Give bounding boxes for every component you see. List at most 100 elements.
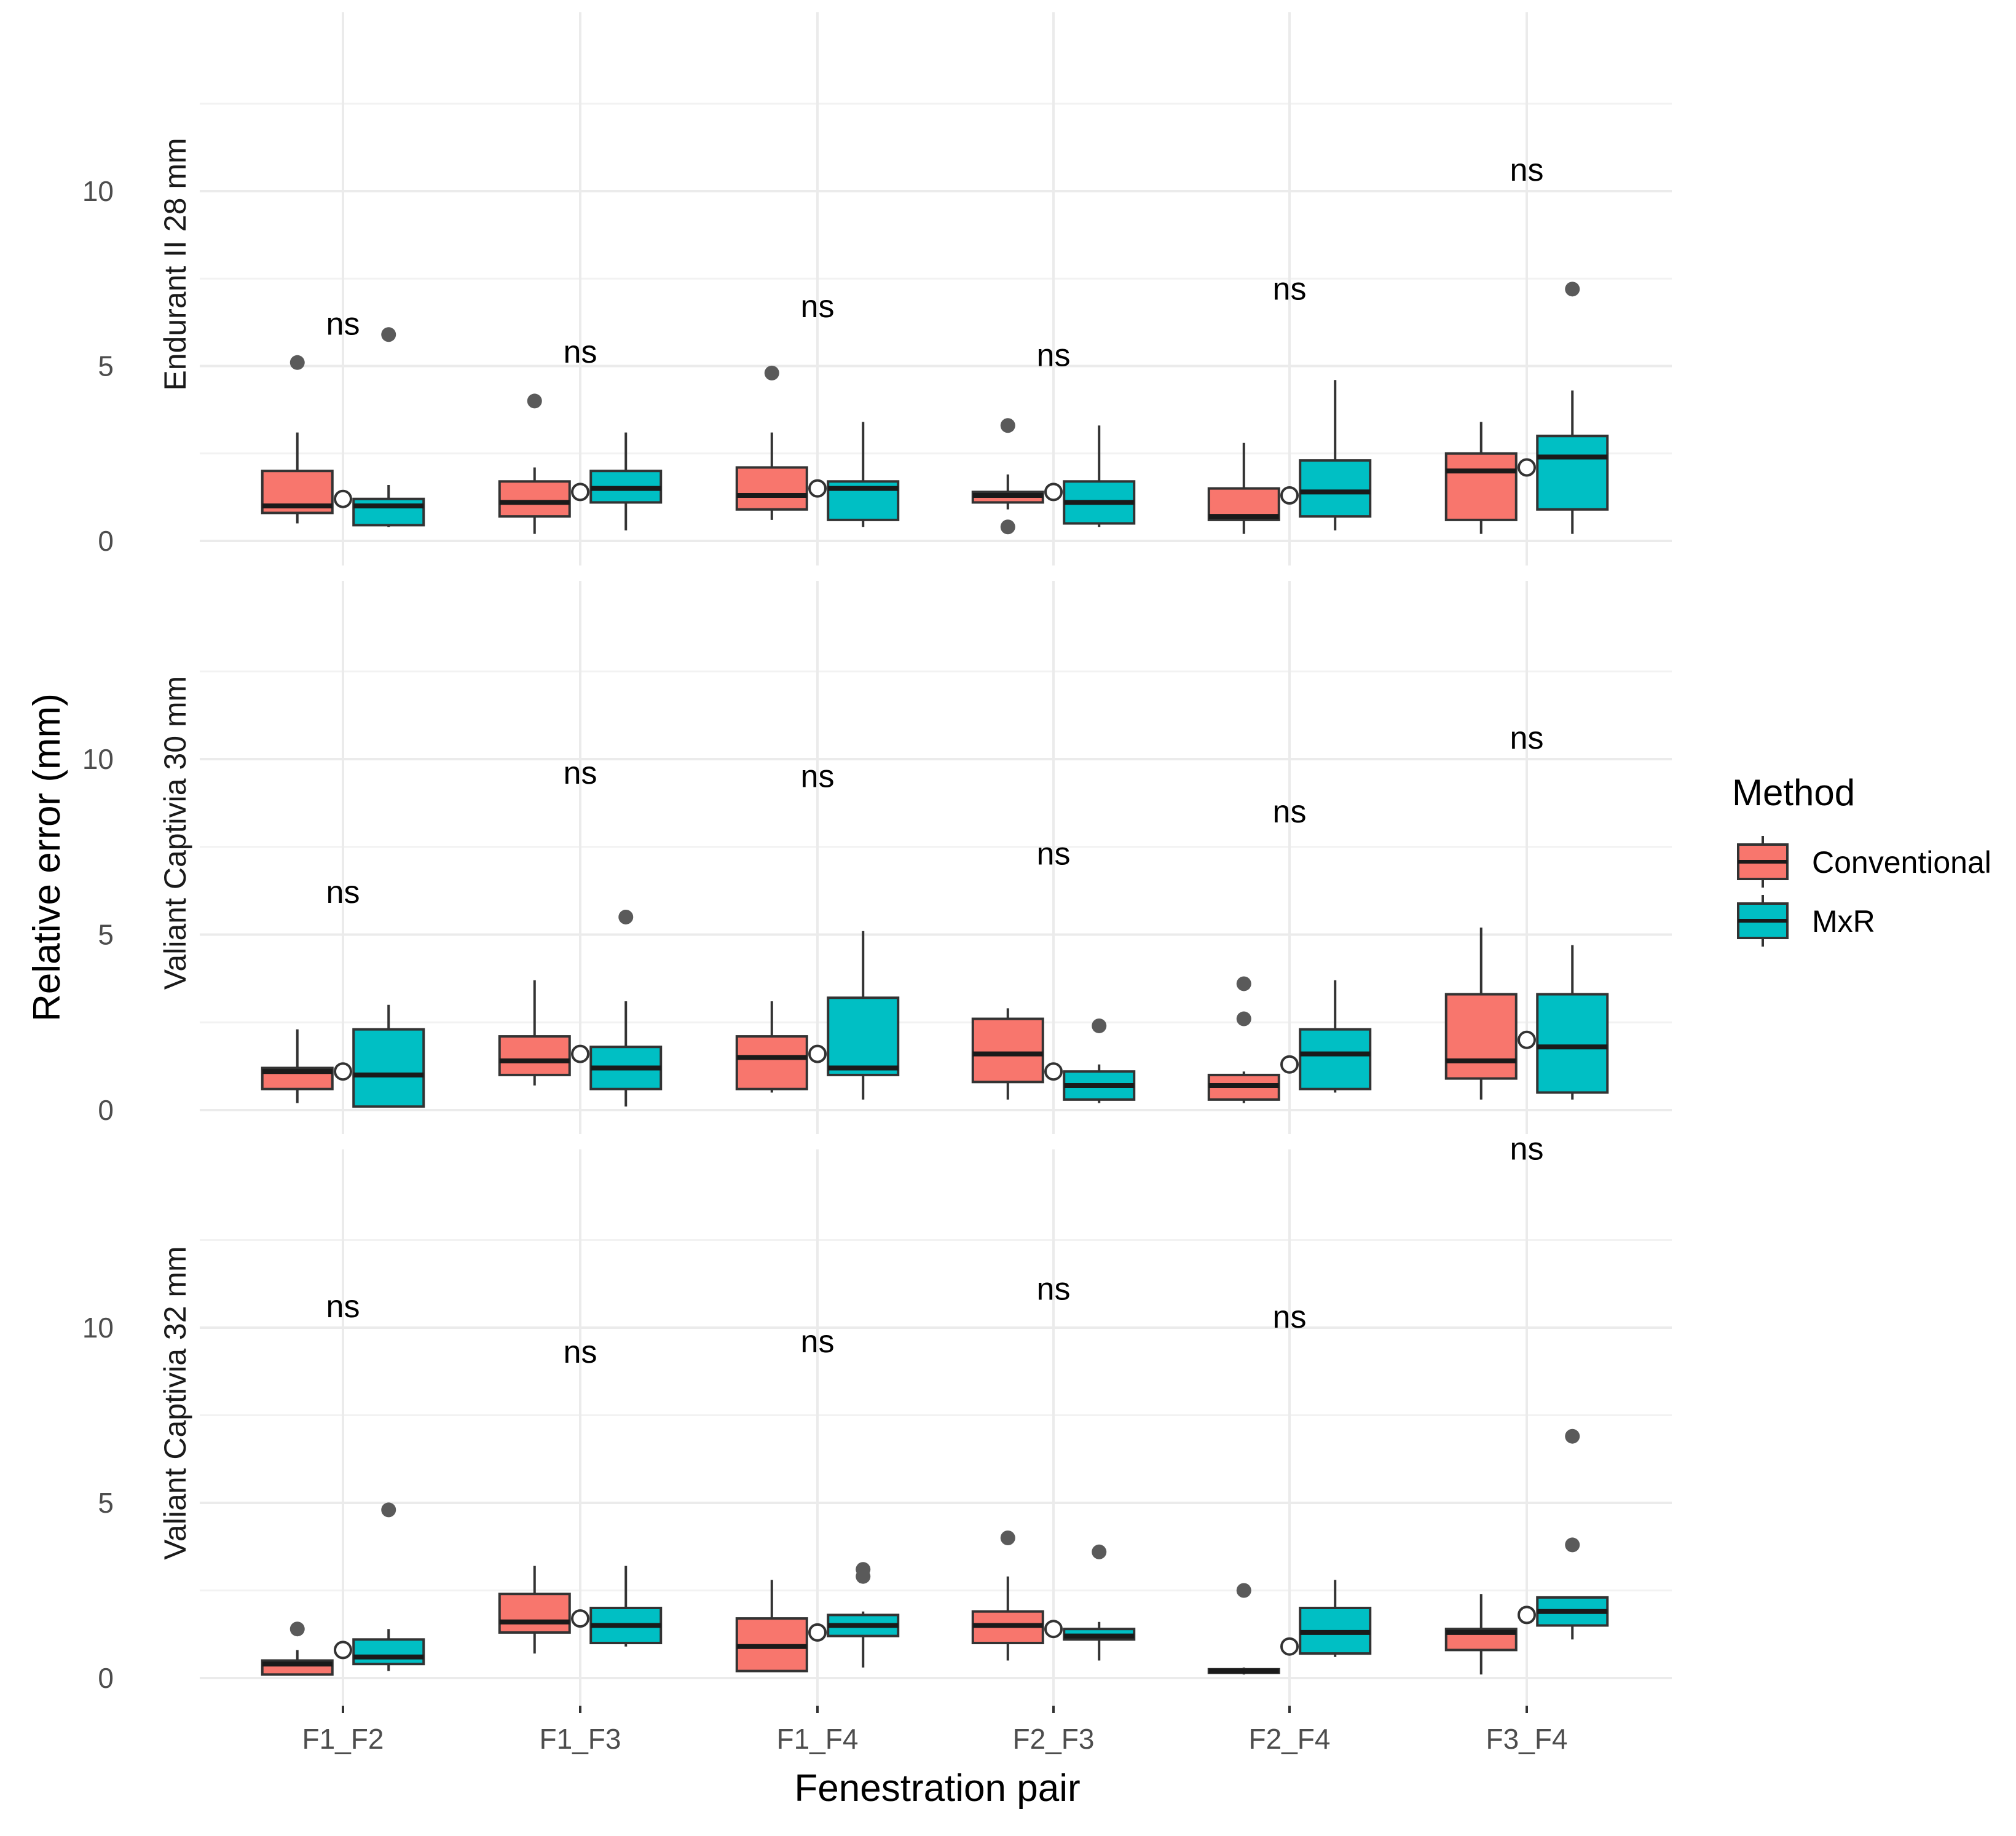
box xyxy=(1536,993,1609,1094)
y-tick-label: 10 xyxy=(82,175,114,207)
panel-1: 0 5 10 Endurant II 28 mm ns ns ns ns ns ns xyxy=(82,12,1672,565)
mean-point xyxy=(808,1623,827,1642)
group-F1_F4: ns xyxy=(735,289,900,527)
significance-label: ns xyxy=(1510,1131,1544,1167)
x-tick-label: F1_F3 xyxy=(540,1723,621,1755)
outlier-point xyxy=(1565,282,1580,297)
outlier-point xyxy=(1000,418,1015,433)
x-tick-labels: F1_F2 F1_F3 F1_F4 F2_F3 F2_F4 F3_F4 xyxy=(302,1706,1568,1755)
y-tick-label: 5 xyxy=(98,1487,114,1519)
mean-point xyxy=(1518,458,1536,477)
legend-entry-mxr: MxR xyxy=(1737,895,1875,947)
mean-point xyxy=(1044,1620,1063,1639)
mean-point xyxy=(1280,486,1299,505)
outlier-point xyxy=(1000,1531,1015,1545)
group-F1_F2: ns xyxy=(261,1289,425,1676)
group-F1_F4: ns xyxy=(735,1324,900,1672)
box-mxr xyxy=(1063,425,1136,527)
y-tick-label: 10 xyxy=(82,743,114,775)
group-F3_F4: ns xyxy=(1444,720,1609,1100)
y-tick-label: 10 xyxy=(82,1312,114,1344)
legend-title: Method xyxy=(1732,772,1855,813)
box xyxy=(1299,459,1372,518)
mean-point xyxy=(1044,483,1063,502)
box-mxr xyxy=(827,422,900,527)
legend: Method Conventional MxR xyxy=(1732,772,1991,947)
x-tick-label: F3_F4 xyxy=(1486,1723,1568,1755)
box-conventional xyxy=(498,393,571,534)
box-conventional xyxy=(735,1580,808,1672)
legend-label: Conventional xyxy=(1812,845,1991,880)
significance-label: ns xyxy=(801,289,835,325)
significance-label: ns xyxy=(326,306,360,342)
panel-title: Valiant Captivia 30 mm xyxy=(158,676,192,990)
panel-title: Endurant II 28 mm xyxy=(158,138,192,390)
panel-3: 0 5 10 Valiant Captivia 32 mm ns ns ns ns ns ns xyxy=(82,1131,1672,1706)
group-F1_F2: ns xyxy=(261,306,425,527)
outlier-point xyxy=(381,1502,396,1518)
significance-label: ns xyxy=(564,755,597,791)
group-F2_F3: ns xyxy=(971,1271,1136,1661)
mean-point xyxy=(1280,1637,1299,1656)
box-mxr xyxy=(589,1566,663,1647)
y-tick-label: 0 xyxy=(98,1662,114,1694)
outlier-point xyxy=(1236,1011,1251,1026)
box-mxr xyxy=(1536,282,1609,534)
outlier-point xyxy=(618,909,634,924)
box-conventional xyxy=(498,1566,571,1654)
significance-label: ns xyxy=(1037,1271,1071,1307)
significance-label: ns xyxy=(1037,338,1071,374)
box-conventional xyxy=(1444,1594,1518,1675)
outlier-point xyxy=(1000,519,1015,535)
box-conventional xyxy=(971,418,1044,535)
mean-point xyxy=(808,1044,827,1063)
mean-point xyxy=(571,1044,589,1063)
box-mxr xyxy=(1536,945,1609,1100)
outlier-point xyxy=(1092,1544,1107,1559)
box xyxy=(827,996,900,1076)
significance-label: ns xyxy=(564,334,597,370)
legend-label: MxR xyxy=(1812,904,1875,939)
x-tick-label: F1_F2 xyxy=(302,1723,384,1755)
significance-label: ns xyxy=(801,1324,835,1360)
significance-label: ns xyxy=(1273,794,1307,830)
group-F3_F4: ns xyxy=(1444,1131,1609,1675)
box xyxy=(1444,993,1518,1080)
panels: 0 5 10 Endurant II 28 mm ns ns ns ns ns ns 0 5 10 Val… xyxy=(82,12,1672,1706)
box-mxr xyxy=(1299,1580,1372,1657)
box-conventional xyxy=(735,1001,808,1093)
group-F1_F4: ns xyxy=(735,759,900,1100)
box xyxy=(971,1017,1044,1084)
significance-label: ns xyxy=(1510,152,1544,188)
box xyxy=(352,497,425,527)
x-tick-label: F2_F3 xyxy=(1013,1723,1095,1755)
significance-label: ns xyxy=(326,1289,360,1325)
box-conventional xyxy=(1207,1583,1280,1675)
y-tick-label: 0 xyxy=(98,525,114,557)
significance-label: ns xyxy=(1273,271,1307,307)
significance-label: ns xyxy=(801,759,835,795)
panel-2: 0 5 10 Valiant Captivia 30 mm ns ns ns ns ns ns xyxy=(82,581,1672,1134)
box-conventional xyxy=(971,1531,1044,1661)
box xyxy=(1536,435,1609,511)
box xyxy=(352,1638,425,1666)
group-F2_F4: ns xyxy=(1207,1299,1372,1675)
box-mxr xyxy=(352,1004,425,1108)
box-mxr xyxy=(1063,1544,1136,1661)
box xyxy=(735,1035,808,1090)
y-axis-title: Relative error (mm) xyxy=(26,693,68,1022)
mean-point xyxy=(334,489,352,508)
outlier-point xyxy=(1092,1018,1107,1033)
box-conventional xyxy=(1207,443,1280,534)
legend-entries: Conventional MxR xyxy=(1737,836,1991,947)
mean-point xyxy=(334,1641,352,1660)
outlier-point xyxy=(856,1569,871,1584)
outlier-point xyxy=(289,1621,305,1637)
mean-point xyxy=(1518,1030,1536,1049)
outlier-point xyxy=(289,355,305,370)
box-mxr xyxy=(827,931,900,1100)
box-conventional xyxy=(1444,422,1518,534)
box-conventional xyxy=(261,355,334,524)
mean-point xyxy=(1518,1606,1536,1625)
box xyxy=(1299,1028,1372,1090)
